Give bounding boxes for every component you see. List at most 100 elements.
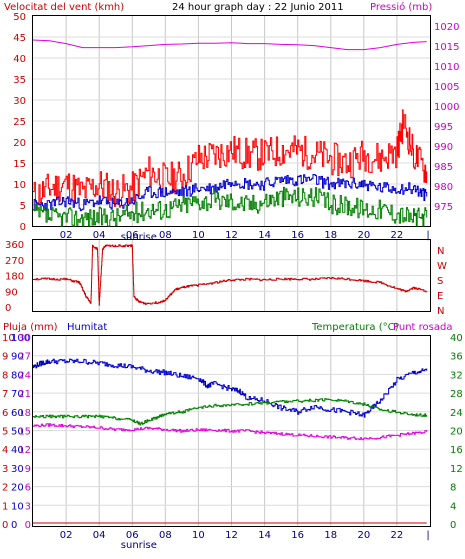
wind-x-tick-02: 02 [60, 230, 73, 241]
compass-label-2: S [437, 276, 443, 287]
dewpoint-left-tick-a-30: 30 [18, 333, 31, 344]
climate-panel-lines [33, 358, 428, 524]
wind-speed-tick-50: 50 [13, 12, 26, 23]
climate-x-tick-18: 18 [324, 530, 337, 541]
wind-speed-tick-30: 30 [13, 96, 26, 107]
climate-x-tick-14: 14 [258, 530, 271, 541]
wind-x-tick-10: 10 [192, 230, 205, 241]
rain-tick-0: 0 [2, 520, 8, 531]
dewpoint-left-tick-b-21: 21 [18, 389, 31, 400]
climate-panel-frame [32, 335, 431, 527]
temperature-tick-40: 40 [450, 333, 463, 344]
temperature-tick-36: 36 [450, 352, 463, 363]
series-avg-line [33, 174, 428, 212]
dewpoint-left-tick-a-6: 6 [25, 483, 31, 494]
humidity-tick-90: 90 [11, 352, 24, 363]
series-direction-line [33, 244, 428, 306]
wind-x-tick-12: 12 [225, 230, 238, 241]
climate-x-tick-08: 08 [159, 530, 172, 541]
series-min-line [33, 186, 428, 227]
humidity-tick-70: 70 [11, 389, 24, 400]
wind-speed-tick-15: 15 [13, 159, 26, 170]
dewpoint-axis-title: Punt rosada [393, 322, 452, 333]
rain-tick-5: 5 [2, 427, 8, 438]
temperature-tick-0: 0 [450, 520, 456, 531]
humidity-tick-80: 80 [11, 370, 24, 381]
wind-panel-labels: 0510152025303540455097598098599099510001… [13, 12, 459, 243]
pressure-tick-1010: 1010 [434, 62, 459, 73]
dewpoint-left-tick-a-18: 18 [18, 408, 31, 419]
humidity-tick-40: 40 [11, 445, 24, 456]
rain-tick-10: 10 [2, 333, 15, 344]
wind-speed-tick-40: 40 [13, 54, 26, 65]
series-humidity-line [33, 358, 428, 418]
climate-x-tick-end: | [426, 530, 429, 541]
pressure-tick-1015: 1015 [434, 42, 459, 53]
temperature-tick-32: 32 [450, 370, 463, 381]
direction-tick-90: 90 [5, 287, 18, 298]
wind-x-tick-18: 18 [324, 230, 337, 241]
rain-tick-1: 1 [2, 501, 8, 512]
wind-x-tick-end: | [426, 230, 429, 241]
humidity-tick-10: 10 [11, 501, 24, 512]
compass-label-1: W [437, 261, 447, 272]
humidity-axis-title: Humitat [67, 322, 107, 333]
humidity-tick-100: 100 [11, 333, 30, 344]
rain-tick-3: 3 [2, 464, 8, 475]
wind-x-tick-20: 20 [357, 230, 370, 241]
dewpoint-left-tick-b-15: 15 [18, 427, 31, 438]
pressure-tick-1020: 1020 [434, 22, 459, 33]
rain-tick-2: 2 [2, 483, 8, 494]
compass-label-0: N [437, 246, 444, 257]
climate-x-tick-20: 20 [357, 530, 370, 541]
rain-tick-6: 6 [2, 408, 8, 419]
direction-tick-360: 360 [5, 240, 24, 251]
rain-tick-9: 9 [2, 352, 8, 363]
rain-axis-title: Pluja (mm) [3, 322, 58, 333]
wind-x-tick-14: 14 [258, 230, 271, 241]
humidity-tick-60: 60 [11, 408, 24, 419]
climate-x-tick-02: 02 [60, 530, 73, 541]
wind-speed-tick-20: 20 [13, 138, 26, 149]
wind-speed-tick-35: 35 [13, 75, 26, 86]
compass-label-4: N [437, 306, 444, 317]
wind-sunrise-label: sunrise [121, 232, 157, 243]
dewpoint-left-tick-a-24: 24 [18, 370, 31, 381]
climate-panel-grid [33, 336, 430, 526]
pressure-tick-980: 980 [434, 182, 453, 193]
humidity-tick-50: 50 [11, 427, 24, 438]
wind-speed-tick-10: 10 [13, 180, 26, 191]
direction-tick-0: 0 [5, 303, 11, 314]
compass-label-3: E [437, 291, 443, 302]
series-gust-line [33, 109, 428, 209]
humidity-tick-30: 30 [11, 464, 24, 475]
temperature-tick-12: 12 [450, 464, 463, 475]
pressure-tick-1000: 1000 [434, 102, 459, 113]
temperature-tick-4: 4 [450, 501, 456, 512]
climate-x-tick-16: 16 [291, 530, 304, 541]
series-temperature-line [33, 398, 428, 426]
temperature-tick-28: 28 [450, 389, 463, 400]
wind-speed-axis-title: Velocitat del vent (kmh) [4, 2, 124, 13]
dewpoint-left-tick-b-3: 3 [25, 501, 31, 512]
humidity-tick-20: 20 [11, 483, 24, 494]
dewpoint-left-tick-a-12: 12 [18, 445, 31, 456]
pressure-tick-1005: 1005 [434, 82, 459, 93]
direction-tick-270: 270 [5, 256, 24, 267]
pressure-axis-title: Pressió (mb) [370, 1, 432, 13]
direction-tick-180: 180 [5, 272, 24, 283]
wind-speed-tick-0: 0 [20, 222, 26, 233]
pressure-tick-995: 995 [434, 122, 453, 133]
climate-x-tick-10: 10 [192, 530, 205, 541]
temperature-tick-20: 20 [450, 427, 463, 438]
climate-sunrise-label: sunrise [121, 540, 157, 551]
wind-panel-frame [32, 15, 431, 227]
wind-speed-tick-5: 5 [20, 201, 26, 212]
wind-x-tick-06: 06 [126, 230, 139, 241]
wind-x-tick-16: 16 [291, 230, 304, 241]
climate-x-tick-06: 06 [126, 530, 139, 541]
series-dewpoint-line [33, 423, 428, 441]
climate-x-tick-12: 12 [225, 530, 238, 541]
